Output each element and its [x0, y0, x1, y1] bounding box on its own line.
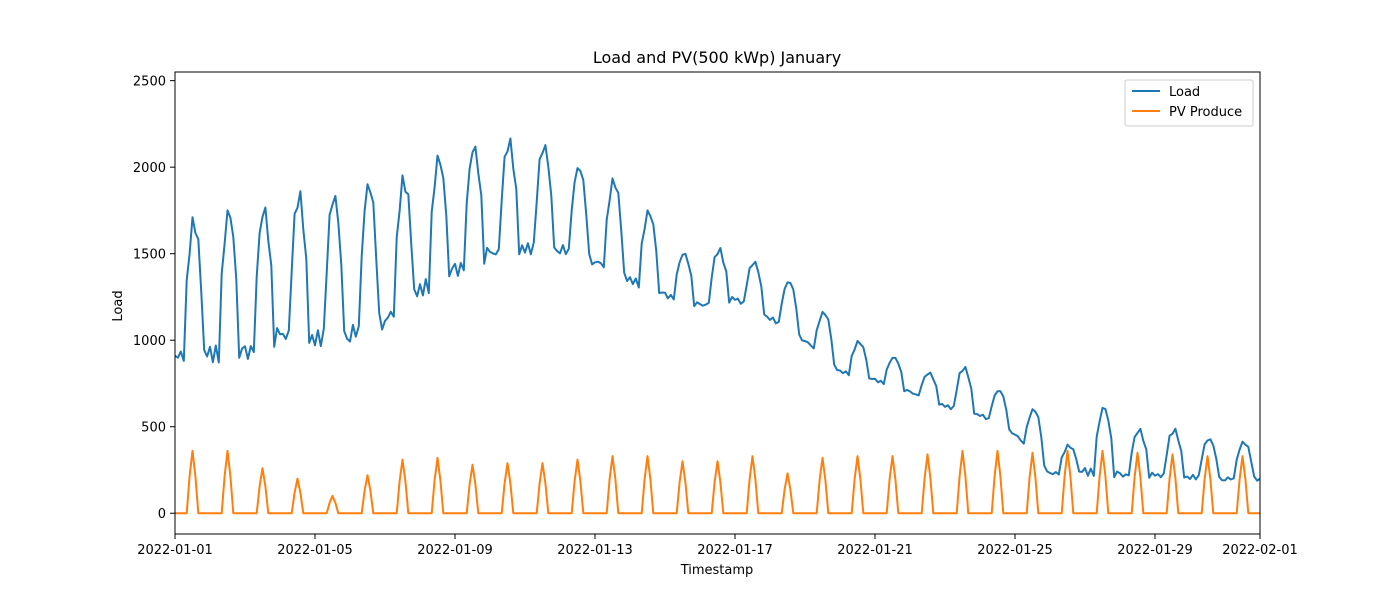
- y-tick-label: 1000: [133, 334, 166, 349]
- x-tick-label: 2022-01-01: [137, 543, 213, 558]
- x-tick-label: 2022-01-17: [697, 543, 773, 558]
- y-tick-label: 0: [158, 507, 166, 522]
- legend: Load PV Produce: [1124, 79, 1254, 127]
- plot-background: [175, 72, 1260, 534]
- axes-layer: 2022-01-01 2022-01-05 2022-01-09 2022-01-13…: [133, 71, 1298, 558]
- y-tick-label: 1500: [133, 248, 166, 263]
- x-tick-label: 2022-01-13: [557, 543, 633, 558]
- y-tick-label: 500: [141, 421, 166, 436]
- x-tick-label: 2022-01-25: [977, 543, 1053, 558]
- x-tick-label: 2022-01-29: [1117, 543, 1193, 558]
- x-tick-label: 2022-01-05: [277, 543, 353, 558]
- x-tick-label: 2022-02-01: [1222, 543, 1298, 558]
- chart-title: Load and PV(500 kWp) January: [593, 48, 841, 67]
- series-line-load: [174, 137, 1261, 482]
- plot-area: [175, 72, 1260, 534]
- y-axis-label: Load: [111, 290, 126, 321]
- x-tick-label: 2022-01-21: [837, 543, 913, 558]
- legend-label-pv: PV Produce: [1169, 105, 1242, 120]
- legend-label-load: Load: [1169, 85, 1200, 100]
- y-tick-label: 2000: [133, 161, 166, 176]
- x-tick-label: 2022-01-09: [417, 543, 493, 558]
- series-layer: [174, 137, 1261, 515]
- series-line-pv-produce: [175, 449, 1260, 515]
- y-tick-label: 2500: [133, 75, 166, 90]
- x-axis-label: Timestamp: [680, 563, 754, 578]
- axes-frame: [174, 71, 1261, 535]
